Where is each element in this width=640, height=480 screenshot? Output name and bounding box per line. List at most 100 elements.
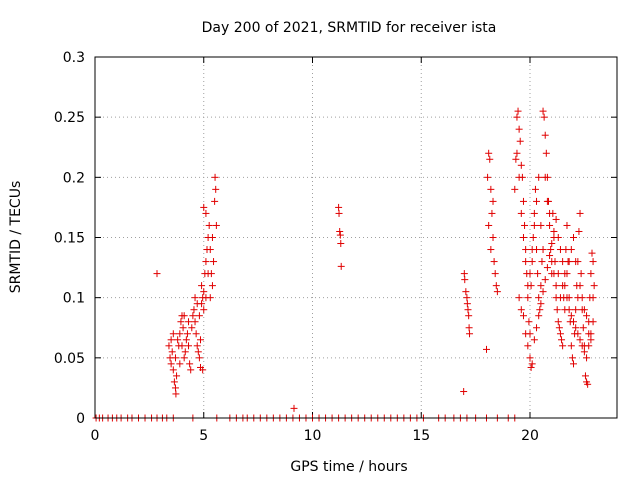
data-point — [490, 258, 498, 266]
data-point — [535, 294, 543, 302]
data-point — [563, 221, 571, 229]
data-point — [548, 240, 556, 248]
data-point — [185, 318, 193, 326]
data-point — [462, 288, 470, 296]
data-point — [554, 270, 562, 278]
data-point — [190, 306, 198, 314]
data-point — [517, 306, 525, 314]
data-point — [337, 240, 345, 248]
data-point — [559, 282, 567, 290]
data-point — [171, 354, 179, 362]
data-point — [541, 276, 549, 284]
data-point — [200, 203, 208, 211]
data-point — [169, 366, 177, 374]
data-point — [539, 246, 547, 254]
data-point — [168, 348, 176, 356]
data-point — [590, 282, 598, 290]
data-point — [212, 185, 220, 193]
data-point — [554, 318, 562, 326]
data-point — [335, 203, 343, 211]
data-point — [546, 209, 554, 217]
data-point — [179, 324, 187, 332]
data-point — [519, 234, 527, 241]
data-point — [196, 336, 204, 344]
data-point — [524, 342, 532, 350]
data-point — [165, 342, 173, 350]
data-point — [176, 360, 184, 368]
data-point — [290, 404, 298, 412]
data-point — [172, 390, 180, 398]
data-point — [556, 294, 564, 302]
data-point — [335, 209, 343, 217]
data-point — [194, 348, 202, 356]
data-point — [180, 312, 188, 320]
data-point — [537, 221, 545, 229]
data-point — [563, 270, 571, 278]
data-point — [174, 336, 182, 344]
data-point — [580, 306, 588, 314]
data-point — [517, 161, 525, 169]
x-tick-label: 0 — [91, 428, 100, 444]
data-point — [559, 258, 567, 266]
data-point — [539, 107, 547, 115]
data-point — [527, 363, 535, 371]
x-tick-label: 20 — [521, 428, 539, 444]
data-point — [526, 270, 534, 278]
data-point — [195, 354, 203, 362]
data-point — [204, 270, 212, 278]
data-point — [529, 234, 537, 241]
data-point — [460, 270, 468, 278]
data-point — [537, 282, 545, 290]
data-point — [170, 378, 178, 386]
plot-frame — [94, 56, 618, 419]
data-point — [198, 282, 206, 290]
data-point — [535, 312, 543, 320]
data-point — [488, 209, 496, 217]
data-point — [195, 312, 203, 320]
data-point — [543, 197, 551, 205]
data-point — [485, 221, 493, 229]
chart-title: Day 200 of 2021, SRMTID for receiver ist… — [202, 20, 497, 36]
data-point — [522, 330, 530, 338]
data-point — [578, 342, 586, 350]
data-point — [543, 264, 551, 272]
data-point — [528, 258, 536, 266]
data-point — [539, 288, 547, 296]
data-point — [522, 246, 530, 254]
data-point — [558, 336, 566, 344]
x-tick-label: 5 — [199, 428, 208, 444]
data-point — [583, 354, 591, 362]
data-point — [552, 282, 560, 290]
data-point — [519, 312, 527, 320]
data-point — [537, 300, 545, 308]
data-point — [550, 227, 558, 235]
data-point — [463, 294, 471, 302]
data-point — [336, 231, 344, 239]
data-point — [181, 348, 189, 356]
y-axis-label: SRMTID / TECUs — [8, 181, 24, 294]
data-point — [530, 221, 538, 229]
data-point — [211, 173, 219, 181]
data-point — [576, 336, 584, 344]
data-point — [577, 270, 585, 278]
data-point — [511, 185, 519, 193]
data-point — [176, 330, 184, 338]
data-point — [585, 342, 593, 350]
data-point — [191, 294, 199, 302]
data-point — [189, 312, 197, 320]
data-point — [556, 330, 564, 338]
data-point — [575, 227, 583, 235]
data-point — [519, 197, 527, 205]
data-point — [526, 354, 534, 362]
data-point — [336, 227, 344, 235]
data-point — [460, 388, 468, 396]
data-point — [485, 149, 493, 157]
data-point — [337, 262, 345, 270]
data-point — [515, 125, 523, 133]
data-point — [515, 173, 523, 181]
data-point — [565, 258, 573, 266]
data-point — [589, 294, 597, 302]
data-point — [208, 234, 216, 241]
data-point — [546, 221, 554, 229]
